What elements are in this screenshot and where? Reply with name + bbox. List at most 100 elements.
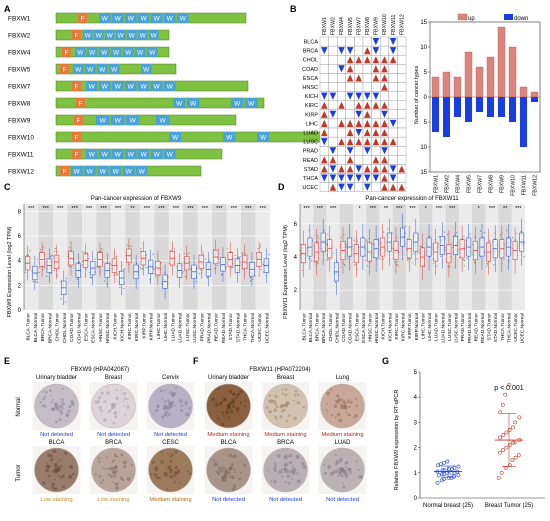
scatter-point [500,448,505,453]
up-triangle [372,138,380,146]
ihc-tissue-texture [111,403,115,406]
box-jitter-point [116,274,118,276]
ihc-tissue-texture [273,408,278,413]
box-jitter-point [140,248,142,250]
ihc-tissue-texture [227,471,231,475]
ihc-tissue-texture [171,453,174,456]
box-x-label: KIRP.Tumor [141,313,147,339]
ihc-tissue-texture [151,460,155,464]
ihc-tissue-texture [344,460,349,465]
bar-y-tick-label: 15 [420,170,427,176]
wd40-label: W [226,135,233,142]
box-jitter-point [96,251,99,253]
box-jitter-point [115,256,117,258]
up-triangle [321,119,328,127]
box-jitter-point [39,251,41,253]
ihc-tissue-texture [336,412,341,417]
box-significance: *** [436,206,443,212]
ihc-normal-status: Not detected [40,432,73,438]
ihc-tissue-texture [281,475,284,478]
box-jitter-point [158,259,160,262]
ihc-tissue-texture [337,474,340,477]
ihc-tissue-texture [340,468,345,472]
heatmap-cancer-label: UCEC [302,185,318,191]
heatmap-cell [328,45,338,56]
box-jitter-point [449,266,451,268]
box-significance: *** [187,206,194,212]
box-x-label: BLCA.Normal [308,313,314,342]
wd40-domain [94,30,104,40]
wd40-label: W [141,84,148,91]
box-x-label: KIRP.Normal [414,313,420,340]
box-jitter-point [523,256,525,258]
down-triangle [321,138,328,146]
ihc-tissue-texture [301,462,305,466]
wd40-domain [99,47,110,57]
box-jitter-point [183,253,185,255]
ihc-tissue-texture [156,476,159,480]
ihc-tissue-texture [115,486,119,490]
box-jitter-point [103,280,106,282]
box-x-label: THCA.Tumor [500,313,506,341]
scatter-point [442,472,447,476]
up-triangle [364,110,371,118]
ihc-tissue-texture [344,465,348,469]
ihc-tissue-texture [51,486,55,489]
ihc-tissue-texture [244,400,246,402]
box-jitter-point [316,262,318,264]
box-jitter-point [198,272,200,275]
ihc-tissue-texture [108,467,111,471]
box-x-label: STAD.Tumor [228,313,234,341]
heatmap-gene-label: FBXW1 [322,17,328,35]
down-triangle [372,38,380,46]
box-x-label: ESCA.Tumor [354,313,360,341]
ihc-tissue-texture [338,467,341,470]
ihc-tissue-texture [231,398,236,403]
wd40-domain [147,47,158,57]
up-triangle [372,129,380,137]
wd40-domain [73,64,84,74]
wd40-domain [164,81,176,91]
heatmap-gene-label: FBXW11 [391,15,397,35]
down-triangle [329,147,337,155]
box-x-label: CHOL.Tumor [55,313,61,342]
ihc-tissue-texture [47,474,51,478]
box-jitter-point [155,276,157,278]
scatter-point [504,445,509,450]
box-significance: *** [245,206,252,212]
box-jitter-point [116,273,118,275]
box-jitter-point [369,262,371,264]
box-jitter-point [231,268,233,270]
ihc-tissue-texture [169,459,173,463]
box-pair-band [212,204,227,310]
ihc-tissue-texture [173,473,177,477]
f-box-label: F [75,33,79,40]
ihc-normal-status: Not detected [97,432,130,438]
f-box-domain [74,115,83,125]
bar-down [530,97,539,102]
box-x-label: HNSC.Normal [105,313,111,343]
panel-letter-e: E [4,356,10,366]
heatmap-cell [362,155,372,165]
heatmap-cell [345,36,355,47]
box-y-tick-label: 4 [18,259,22,265]
wd40-domain [164,149,176,159]
box-significance: *** [202,206,209,212]
heatmap-cancer-label: CHOL [303,58,318,64]
box-jitter-point [187,253,189,255]
box-x-label: BRCA.Normal [47,313,53,343]
box-jitter-point [334,281,337,284]
box-significance: *** [100,206,107,212]
panel-letter-b: B [290,4,297,14]
bar-x-label: FBXW2 [445,175,451,193]
f-box-label: F [77,118,81,125]
box-jitter-point [473,262,475,264]
ihc-tissue-texture [334,416,337,419]
scatter-point [507,443,512,447]
ihc-tissue-texture [236,392,240,397]
ihc-tissue-texture [281,404,285,408]
down-triangle [321,92,328,100]
box-jitter-point [486,263,488,265]
box-jitter-point [43,266,46,269]
